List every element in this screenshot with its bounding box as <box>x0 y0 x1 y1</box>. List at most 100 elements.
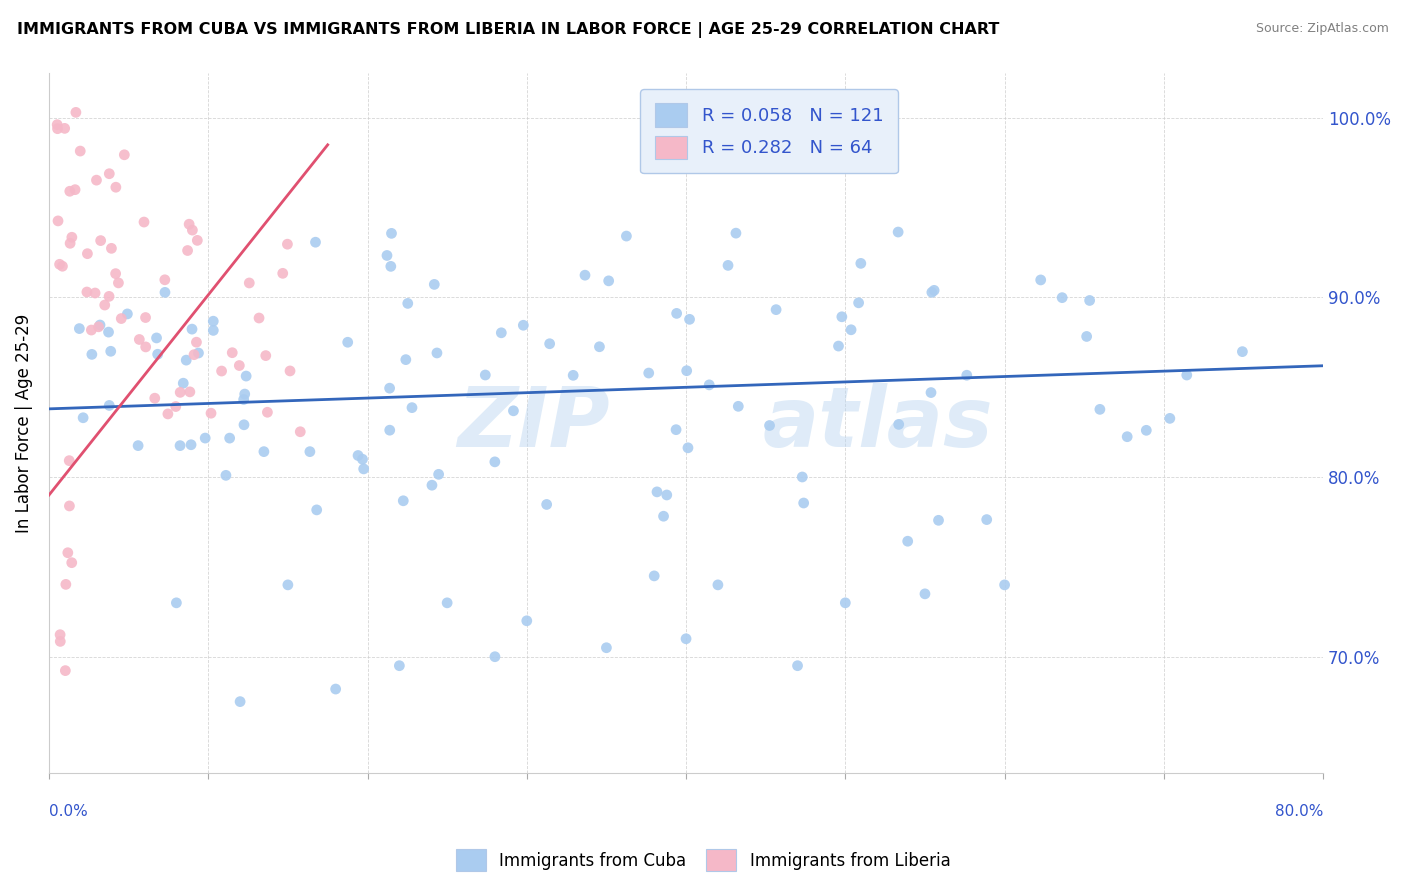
Point <box>179 217 201 231</box>
Point <box>48 257 70 271</box>
Point <box>128 333 150 347</box>
Point <box>831 310 853 324</box>
Point <box>378 423 401 437</box>
Point <box>89 318 111 332</box>
Point <box>848 295 870 310</box>
Point <box>914 587 936 601</box>
Point <box>378 381 401 395</box>
Point <box>491 326 513 340</box>
Point <box>538 336 561 351</box>
Point <box>186 335 208 350</box>
Point <box>218 431 240 445</box>
Point <box>104 180 127 194</box>
Point <box>51 259 73 273</box>
Point <box>1135 423 1157 437</box>
Point <box>107 276 129 290</box>
Text: 0.0%: 0.0% <box>49 804 87 819</box>
Point <box>474 368 496 382</box>
Point <box>792 470 814 484</box>
Point <box>211 364 233 378</box>
Point <box>46 118 69 132</box>
Point <box>1078 293 1101 308</box>
Point <box>849 256 872 270</box>
Point <box>1050 291 1073 305</box>
Point <box>76 285 98 299</box>
Point <box>53 664 76 678</box>
Point <box>153 273 176 287</box>
Point <box>347 449 370 463</box>
Point <box>375 248 398 262</box>
Point <box>598 274 620 288</box>
Point <box>645 484 668 499</box>
Point <box>717 259 740 273</box>
Point <box>353 462 375 476</box>
Point <box>678 312 700 326</box>
Point <box>98 167 121 181</box>
Point <box>697 377 720 392</box>
Point <box>93 298 115 312</box>
Point <box>146 347 169 361</box>
Point <box>1029 273 1052 287</box>
Point <box>727 400 749 414</box>
Point <box>396 296 419 310</box>
Point <box>76 246 98 260</box>
Point <box>276 237 298 252</box>
Point <box>707 578 730 592</box>
Point <box>86 173 108 187</box>
Point <box>132 215 155 229</box>
Point <box>502 404 524 418</box>
Text: ZIP: ZIP <box>457 383 610 464</box>
Point <box>200 406 222 420</box>
Point <box>100 344 122 359</box>
Point <box>426 346 449 360</box>
Legend: R = 0.058   N = 121, R = 0.282   N = 64: R = 0.058 N = 121, R = 0.282 N = 64 <box>640 89 897 173</box>
Text: 80.0%: 80.0% <box>1275 804 1323 819</box>
Point <box>181 223 204 237</box>
Point <box>110 311 132 326</box>
Point <box>574 268 596 282</box>
Point <box>436 596 458 610</box>
Point <box>100 241 122 255</box>
Point <box>588 340 610 354</box>
Point <box>228 359 250 373</box>
Point <box>256 405 278 419</box>
Point <box>484 455 506 469</box>
Point <box>887 417 910 432</box>
Point <box>112 148 135 162</box>
Point <box>233 417 256 432</box>
Point <box>271 266 294 280</box>
Point <box>194 431 217 445</box>
Point <box>90 234 112 248</box>
Point <box>643 569 665 583</box>
Point <box>46 214 69 228</box>
Point <box>59 184 82 198</box>
Point <box>135 310 157 325</box>
Point <box>1175 368 1198 382</box>
Point <box>215 468 238 483</box>
Point <box>49 628 72 642</box>
Point <box>180 438 202 452</box>
Point <box>928 513 950 527</box>
Point <box>127 439 149 453</box>
Point <box>72 410 94 425</box>
Point <box>232 392 254 407</box>
Point <box>97 325 120 339</box>
Point <box>145 331 167 345</box>
Point <box>616 229 638 244</box>
Point <box>247 311 270 326</box>
Point <box>87 319 110 334</box>
Point <box>562 368 585 383</box>
Point <box>290 425 312 439</box>
Point <box>665 423 688 437</box>
Point <box>675 364 697 378</box>
Point <box>59 236 82 251</box>
Point <box>765 302 787 317</box>
Point <box>839 323 862 337</box>
Point <box>58 499 80 513</box>
Point <box>238 276 260 290</box>
Point <box>724 226 747 240</box>
Point <box>229 695 252 709</box>
Point <box>80 323 103 337</box>
Point <box>758 418 780 433</box>
Point <box>98 289 121 303</box>
